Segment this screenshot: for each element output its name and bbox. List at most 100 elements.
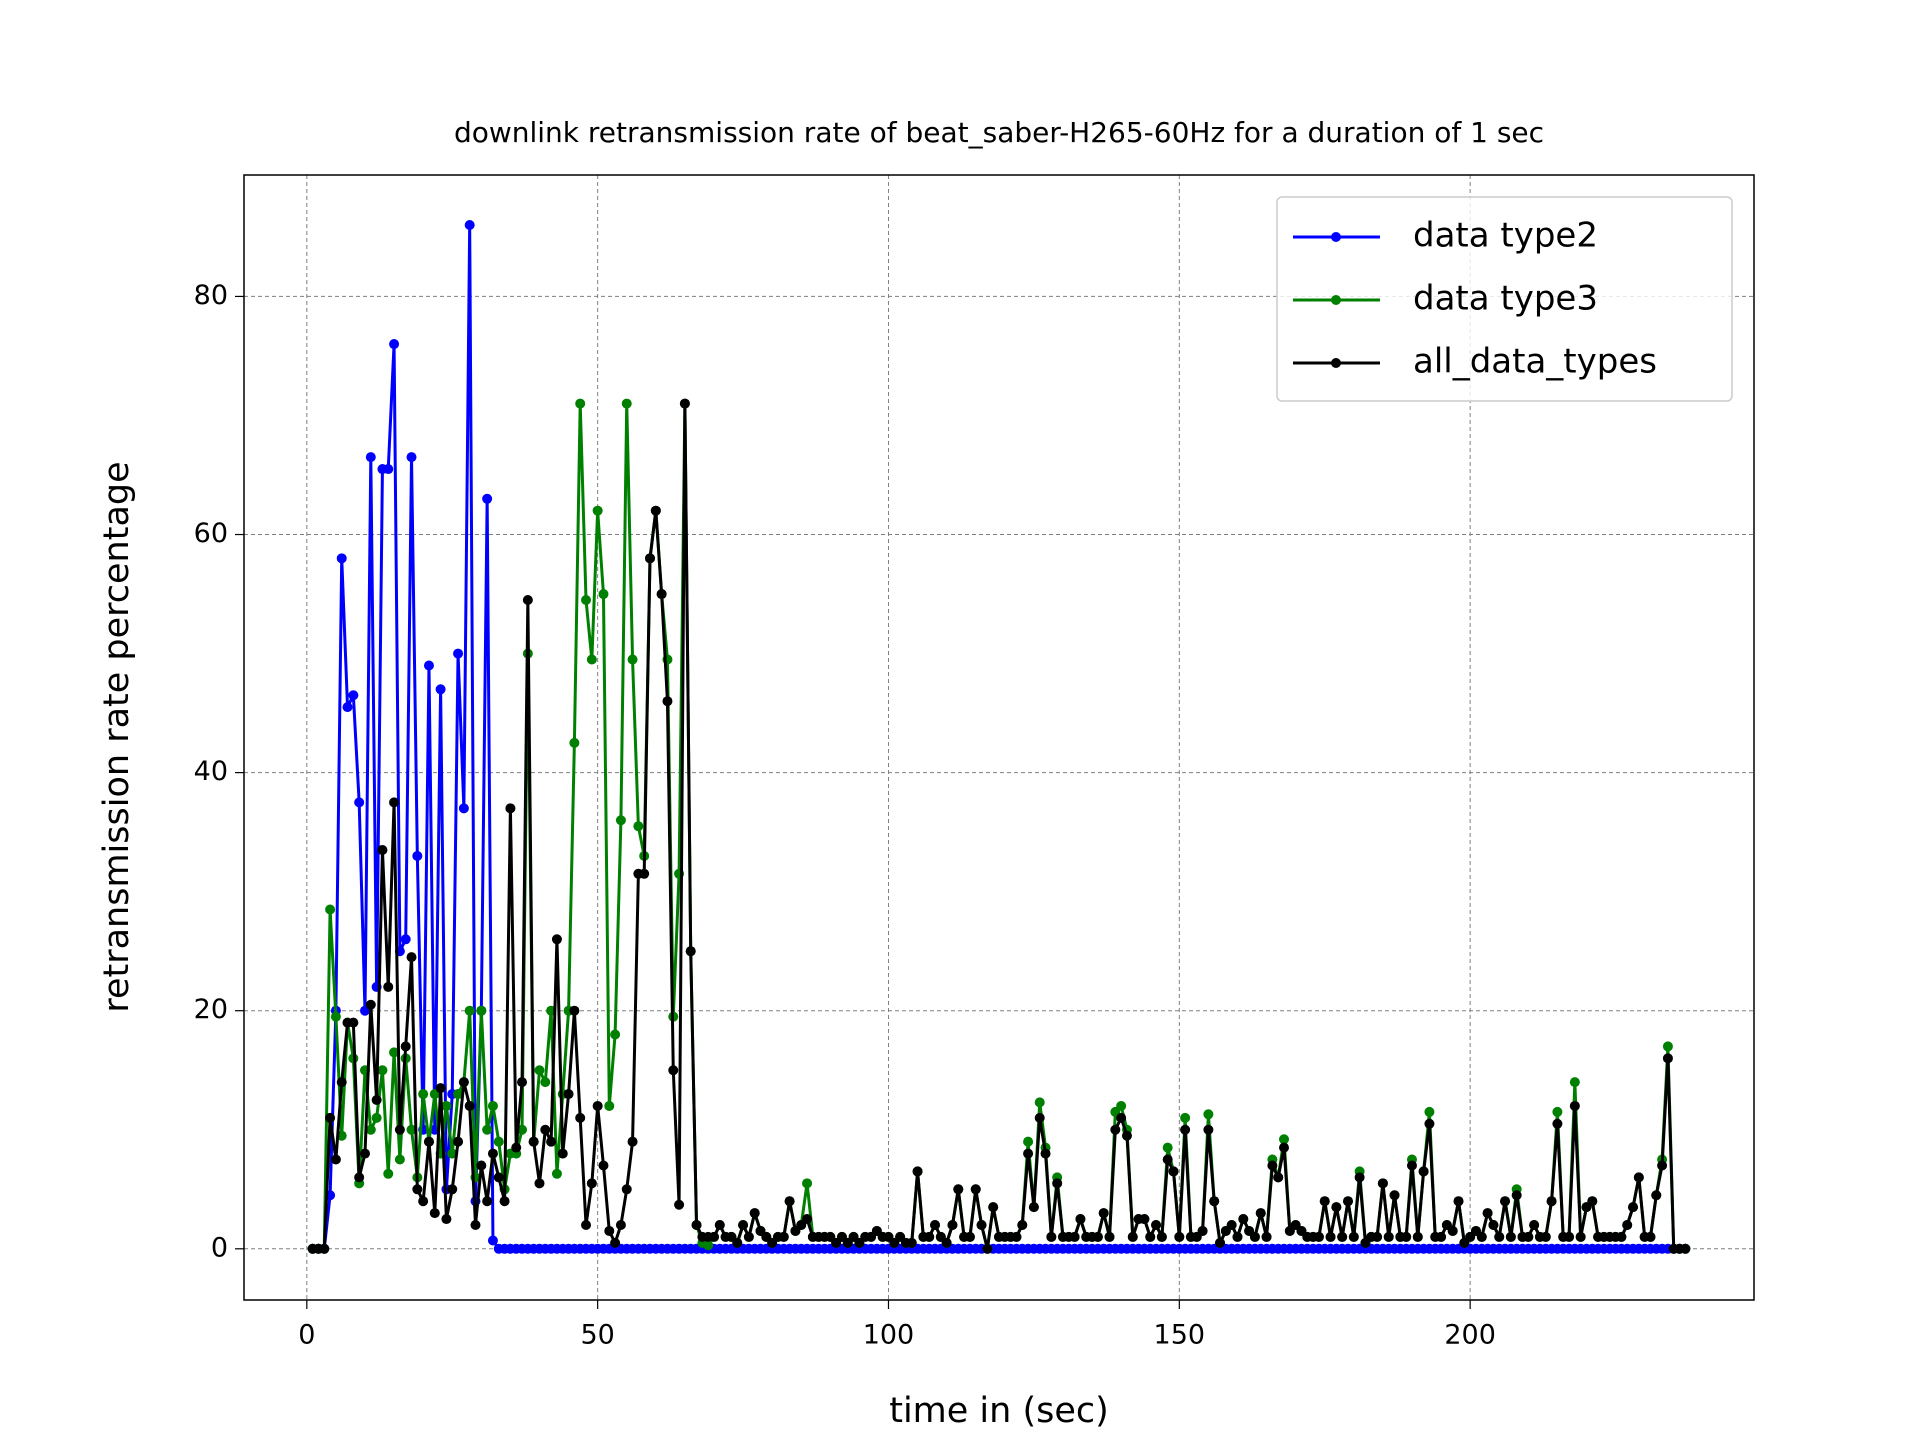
data-point <box>406 1124 417 1135</box>
data-point <box>1453 1196 1464 1207</box>
data-point <box>1552 1106 1563 1117</box>
data-point <box>342 702 353 713</box>
legend-marker <box>1331 295 1341 305</box>
data-point <box>1412 1231 1423 1242</box>
data-point <box>1569 1100 1580 1111</box>
data-point <box>406 452 417 463</box>
data-point <box>563 1089 574 1100</box>
data-point <box>1511 1190 1522 1201</box>
data-point <box>1645 1231 1656 1242</box>
data-point <box>802 1214 813 1225</box>
data-point <box>743 1231 754 1242</box>
data-point <box>1092 1231 1103 1242</box>
data-point <box>1011 1231 1022 1242</box>
data-point <box>429 1208 440 1219</box>
data-point <box>732 1237 743 1248</box>
data-point <box>418 1089 429 1100</box>
data-point <box>1075 1214 1086 1225</box>
data-point <box>1505 1231 1516 1242</box>
data-point <box>365 452 376 463</box>
data-point <box>412 1184 423 1195</box>
data-point <box>1156 1231 1167 1242</box>
data-point <box>389 797 400 808</box>
data-point <box>964 1231 975 1242</box>
data-point <box>1401 1231 1412 1242</box>
data-point <box>540 1077 551 1088</box>
data-point <box>1500 1196 1511 1207</box>
data-point <box>1424 1106 1435 1117</box>
data-point <box>377 845 388 855</box>
data-point <box>656 589 667 600</box>
data-point <box>1203 1124 1214 1135</box>
data-point <box>1587 1196 1598 1207</box>
data-point <box>1255 1208 1266 1219</box>
data-point <box>1052 1178 1063 1189</box>
legend-label: data type2 <box>1413 216 1598 256</box>
data-point <box>505 803 516 814</box>
data-point <box>1680 1243 1691 1254</box>
data-point <box>458 1077 469 1088</box>
data-point <box>371 1095 382 1105</box>
data-point <box>1313 1231 1324 1242</box>
data-point <box>581 1220 592 1230</box>
data-point <box>778 1231 789 1242</box>
data-point <box>389 1047 400 1058</box>
data-point <box>319 1243 330 1254</box>
data-point <box>394 1154 405 1165</box>
legend-label: all_data_types <box>1413 342 1657 382</box>
data-point <box>1226 1220 1237 1230</box>
data-point <box>383 1168 394 1179</box>
data-point <box>1180 1124 1191 1135</box>
data-point <box>1121 1130 1132 1141</box>
data-point <box>1180 1112 1191 1123</box>
data-point <box>487 1235 498 1246</box>
data-point <box>453 1089 464 1100</box>
data-point <box>1662 1053 1673 1064</box>
data-point <box>400 934 411 945</box>
y-tick-label: 80 <box>194 280 228 311</box>
data-point <box>1354 1172 1365 1183</box>
data-point <box>708 1231 719 1242</box>
data-point <box>1028 1202 1039 1213</box>
data-point <box>336 553 347 564</box>
data-point <box>1034 1112 1045 1123</box>
data-point <box>784 1196 795 1207</box>
data-point <box>1279 1142 1290 1153</box>
data-point <box>1040 1148 1051 1159</box>
data-point <box>1628 1202 1639 1213</box>
data-point <box>1540 1231 1551 1242</box>
data-point <box>1616 1231 1627 1242</box>
data-point <box>325 904 336 915</box>
data-point <box>685 946 696 957</box>
data-point <box>487 1100 498 1111</box>
data-point <box>1197 1225 1208 1236</box>
data-point <box>1436 1231 1447 1242</box>
data-point <box>1110 1124 1121 1135</box>
data-point <box>1523 1231 1534 1242</box>
data-point <box>575 1112 586 1123</box>
data-point <box>1418 1166 1429 1177</box>
y-axis-label: retransmission rate percentage <box>97 461 137 1012</box>
data-point <box>1215 1237 1226 1248</box>
data-point <box>435 1083 446 1094</box>
data-point <box>546 1136 557 1147</box>
data-point <box>615 815 626 826</box>
data-point <box>714 1220 725 1230</box>
data-point <box>464 220 475 230</box>
data-point <box>348 1017 359 1028</box>
data-point <box>551 1168 562 1179</box>
data-point <box>1651 1190 1662 1201</box>
x-tick-label: 0 <box>298 1320 315 1351</box>
data-point <box>947 1220 958 1230</box>
data-point <box>598 1160 609 1171</box>
data-point <box>650 505 661 516</box>
data-point <box>1034 1097 1045 1108</box>
data-point <box>592 1100 603 1111</box>
chart-title: downlink retransmission rate of beat_sab… <box>454 116 1544 149</box>
data-point <box>423 660 434 671</box>
data-point <box>1162 1142 1173 1153</box>
data-point <box>406 952 417 963</box>
data-point <box>534 1178 545 1189</box>
x-tick-label: 150 <box>1154 1320 1206 1351</box>
